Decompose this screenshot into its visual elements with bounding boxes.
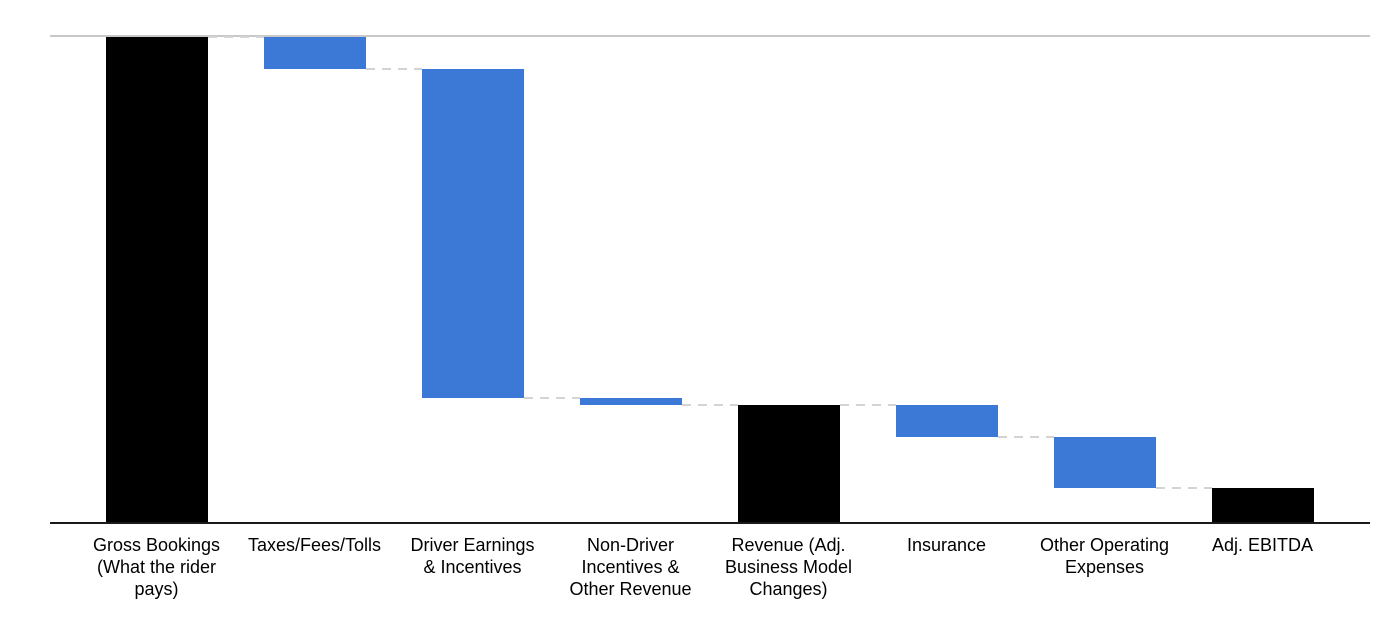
category-label-line: Driver Earnings: [410, 535, 535, 555]
category-label: Adj. EBITDA: [1174, 534, 1352, 556]
waterfall-bar-delta: [579, 398, 682, 405]
top-gridline: [50, 35, 1370, 37]
waterfall-bar-delta: [895, 404, 998, 437]
connector-line: [523, 397, 580, 400]
category-label-line: Non-Driver: [586, 535, 674, 555]
category-label: Gross Bookings (What the rider pays): [68, 534, 246, 600]
connector-line: [681, 403, 738, 406]
waterfall-bar-delta: [421, 69, 524, 399]
category-label-line: & Incentives: [423, 557, 522, 577]
category-label-line: (What the rider: [96, 557, 217, 577]
category-label-line: Insurance: [906, 535, 987, 555]
waterfall-bar-total: [1211, 488, 1314, 523]
category-label-line: Changes): [749, 579, 828, 599]
waterfall-bar-total: [737, 404, 840, 523]
category-label: Revenue (Adj. Business Model Changes): [700, 534, 878, 600]
category-label-line: Other Operating: [1039, 535, 1170, 555]
category-label-line: Taxes/Fees/Tolls: [247, 535, 382, 555]
connector-line: [207, 36, 264, 38]
category-label-line: Expenses: [1064, 557, 1145, 577]
category-label-line: Gross Bookings: [92, 535, 221, 555]
category-label: Taxes/Fees/Tolls: [226, 534, 404, 556]
category-label-line: Business Model: [724, 557, 853, 577]
connector-line: [839, 403, 896, 406]
connector-line: [997, 435, 1054, 438]
category-label-line: Incentives &: [581, 557, 680, 577]
category-label: Insurance: [858, 534, 1036, 556]
category-label-line: Adj. EBITDA: [1211, 535, 1314, 555]
category-label-line: pays): [134, 579, 179, 599]
x-axis-line: [50, 522, 1370, 524]
category-label: Driver Earnings & Incentives: [384, 534, 562, 578]
waterfall-bar-delta: [263, 37, 366, 70]
category-label-line: Other Revenue: [569, 579, 692, 599]
connector-line: [1155, 487, 1212, 489]
category-label: Other Operating Expenses: [1016, 534, 1194, 578]
connector-line: [365, 68, 422, 71]
waterfall-bar-total: [105, 37, 208, 523]
category-label-line: Revenue (Adj.: [731, 535, 846, 555]
category-label: Non-Driver Incentives & Other Revenue: [542, 534, 720, 600]
waterfall-bar-delta: [1053, 436, 1156, 488]
